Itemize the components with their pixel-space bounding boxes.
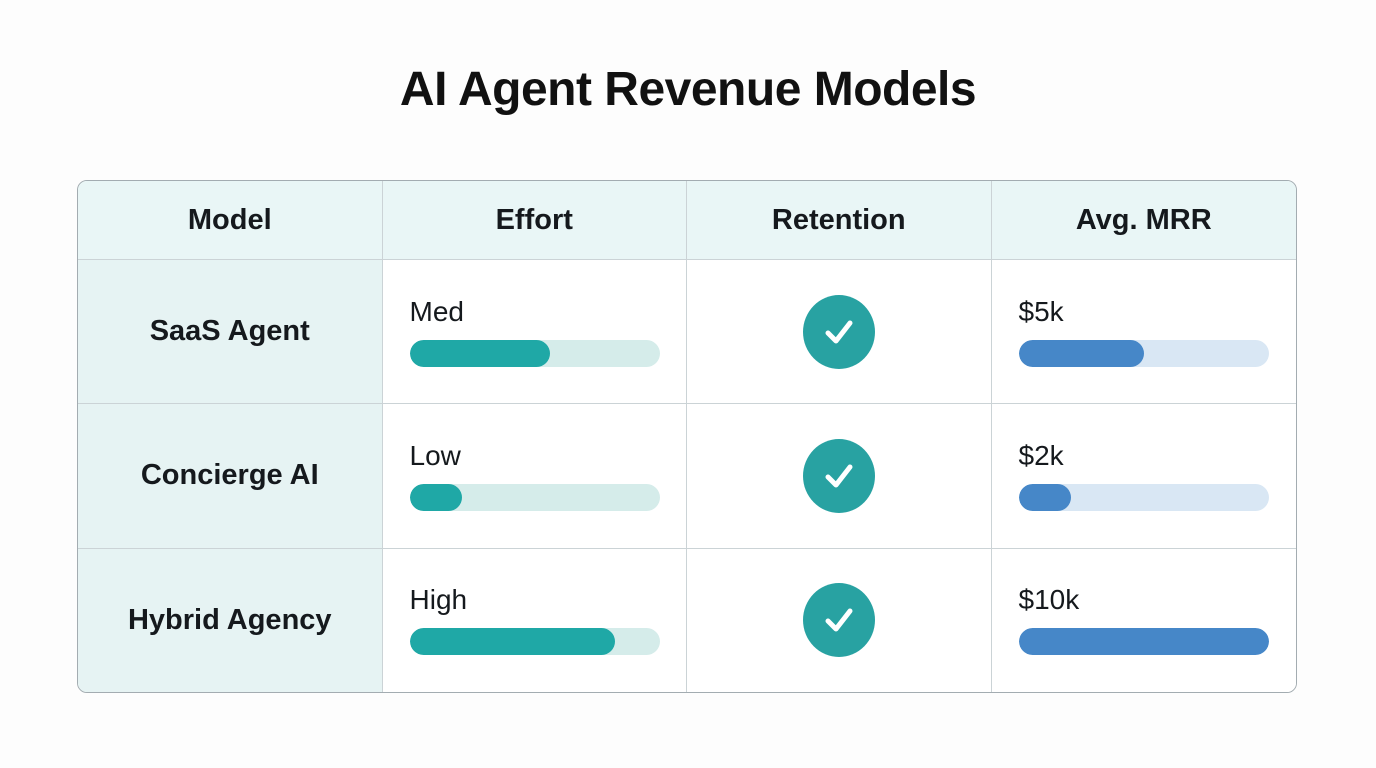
effort-cell: Low xyxy=(382,404,687,548)
model-cell: Concierge AI xyxy=(78,404,383,548)
retention-cell xyxy=(687,260,992,404)
mrr-value: $2k xyxy=(1018,440,1064,472)
mrr-bar xyxy=(1018,483,1269,511)
mrr-cell: $5k xyxy=(991,260,1296,404)
effort-cell: High xyxy=(382,548,687,692)
mrr-bar-fill xyxy=(1018,339,1144,367)
header-retention: Retention xyxy=(687,181,992,259)
model-name: SaaS Agent xyxy=(149,315,310,348)
effort-bar xyxy=(409,339,660,367)
mrr-bar xyxy=(1018,339,1269,367)
effort-cell: Med xyxy=(382,260,687,404)
table-row: Concierge AI Low $2k xyxy=(78,403,1296,548)
effort-bar xyxy=(409,483,660,511)
effort-bar-fill xyxy=(409,483,462,511)
checkmark-icon xyxy=(802,294,875,369)
table-header-row: Model Effort Retention Avg. MRR xyxy=(78,181,1296,259)
header-effort: Effort xyxy=(382,181,687,259)
model-cell: Hybrid Agency xyxy=(78,548,383,692)
mrr-cell: $10k xyxy=(991,548,1296,692)
retention-cell xyxy=(687,404,992,548)
effort-label: High xyxy=(409,584,468,616)
checkmark-icon xyxy=(802,583,875,658)
effort-label: Med xyxy=(409,295,464,327)
mrr-bar-fill xyxy=(1018,483,1071,511)
effort-bar xyxy=(409,628,660,656)
model-name: Concierge AI xyxy=(140,459,319,492)
table-row: Hybrid Agency High $10k xyxy=(78,547,1296,692)
model-name: Hybrid Agency xyxy=(127,603,332,636)
page-title: AI Agent Revenue Models xyxy=(399,63,977,116)
mrr-value: $10k xyxy=(1018,584,1080,616)
comparison-table: Model Effort Retention Avg. MRR SaaS Age… xyxy=(77,180,1297,693)
effort-label: Low xyxy=(409,440,461,472)
effort-bar-fill xyxy=(409,628,615,656)
mrr-bar xyxy=(1018,628,1269,656)
header-model: Model xyxy=(78,181,383,259)
mrr-value: $5k xyxy=(1018,295,1064,327)
header-avg-mrr: Avg. MRR xyxy=(991,181,1296,259)
mrr-cell: $2k xyxy=(991,404,1296,548)
table-row: SaaS Agent Med $5k xyxy=(78,259,1296,404)
model-cell: SaaS Agent xyxy=(78,260,383,404)
mrr-bar-fill xyxy=(1018,628,1269,656)
retention-cell xyxy=(687,548,992,692)
effort-bar-fill xyxy=(409,339,550,367)
checkmark-icon xyxy=(802,438,875,513)
